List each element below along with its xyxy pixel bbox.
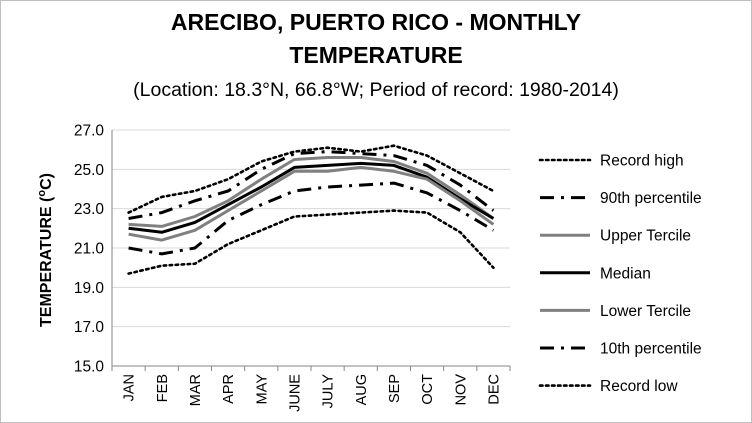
series-line-record-high xyxy=(127,144,495,214)
legend-label: 10th percentile xyxy=(600,341,702,358)
series-line-90th-percentile xyxy=(128,150,495,220)
x-tick-label: AUG xyxy=(354,374,370,405)
x-tick-label: SEP xyxy=(387,374,403,403)
series-line-lower-tercile xyxy=(128,165,495,242)
series-line-10th-percentile xyxy=(128,181,495,256)
series-line-median xyxy=(128,161,495,234)
y-tick-label: 15.0 xyxy=(74,359,105,376)
legend-label: Lower Tercile xyxy=(600,303,691,320)
x-tick-label: MAR xyxy=(188,374,204,406)
y-tick-label: 25.0 xyxy=(74,162,105,179)
y-tick-label: 19.0 xyxy=(74,280,105,297)
legend-label: Record high xyxy=(600,153,684,170)
x-tick-label: NOV xyxy=(453,374,469,406)
y-tick-label: 21.0 xyxy=(74,241,105,258)
x-tick-label: APR xyxy=(221,374,237,404)
legend-label: Record low xyxy=(600,378,678,395)
series-line-upper-tercile xyxy=(128,156,495,228)
legend-label: Upper Tercile xyxy=(600,228,691,245)
x-tick-label: OCT xyxy=(420,374,436,405)
x-tick-label: JUNE xyxy=(287,374,303,412)
x-tick-label: DEC xyxy=(486,374,502,405)
chart-title-line2: TEMPERATURE xyxy=(289,42,463,68)
legend-label: Median xyxy=(600,265,651,282)
legend-label: 90th percentile xyxy=(600,190,702,207)
x-tick-label: JAN xyxy=(122,374,138,401)
y-tick-label: 23.0 xyxy=(74,201,105,218)
chart-subtitle: (Location: 18.3°N, 66.8°W; Period of rec… xyxy=(133,79,619,101)
series-line-record-low xyxy=(127,209,495,275)
x-tick-label: MAY xyxy=(254,374,270,405)
chart-title-line1: ARECIBO, PUERTO RICO - MONTHLY xyxy=(170,9,582,35)
x-tick-label: FEB xyxy=(155,374,171,402)
x-tick-label: JULY xyxy=(321,374,337,409)
y-tick-label: 17.0 xyxy=(74,319,105,336)
y-tick-label: 27.0 xyxy=(74,123,105,140)
